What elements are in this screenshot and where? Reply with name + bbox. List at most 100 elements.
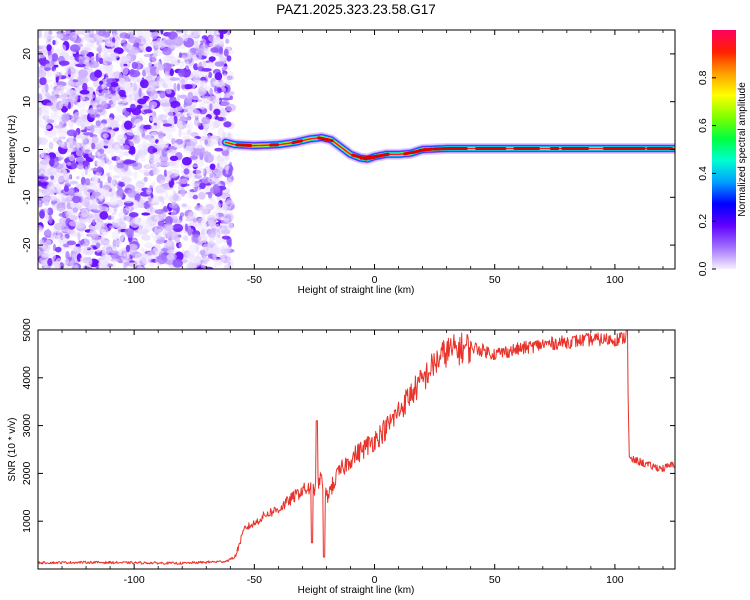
noise-blob (208, 56, 216, 62)
noise-blob (77, 74, 86, 84)
snr-x-label: Height of straight line (km) (298, 585, 415, 596)
colorbar-tick-label: 0.2 (697, 214, 709, 229)
noise-blob (139, 79, 149, 89)
noise-blob (176, 93, 181, 102)
noise-blob (187, 228, 193, 236)
noise-blob (48, 141, 54, 150)
noise-blob (183, 84, 193, 90)
noise-blob (111, 94, 123, 104)
noise-blob (49, 195, 58, 202)
noise-blob (123, 46, 128, 52)
noise-blob (209, 198, 217, 206)
noise-blob (164, 190, 168, 201)
noise-blob (106, 172, 110, 177)
noise-blob (159, 154, 169, 163)
noise-blob (56, 33, 62, 39)
noise-blob (226, 222, 234, 232)
noise-blob (183, 30, 188, 35)
noise-blob (118, 182, 126, 187)
noise-blob (116, 133, 128, 144)
noise-blob (133, 118, 143, 128)
noise-blob (132, 162, 139, 167)
noise-blob (203, 48, 209, 57)
noise-blob (45, 239, 52, 245)
noise-blob (99, 262, 106, 269)
noise-blob (94, 221, 105, 231)
noise-blob (221, 229, 231, 235)
noise-blob (61, 228, 72, 232)
noise-blob (192, 80, 203, 86)
noise-blob (150, 161, 159, 168)
noise-blob (157, 114, 169, 118)
noise-blob (197, 217, 202, 224)
noise-blob (84, 32, 90, 41)
noise-blob (78, 185, 84, 191)
noise-blob (191, 30, 202, 36)
noise-blob (212, 120, 221, 129)
noise-blob (179, 60, 185, 69)
noise-blob (156, 37, 163, 46)
noise-blob (73, 264, 79, 269)
noise-blob (63, 172, 72, 181)
noise-blob (159, 90, 166, 99)
noise-blob (209, 163, 216, 170)
noise-blob (46, 44, 52, 52)
noise-blob (222, 239, 228, 244)
noise-blob (120, 115, 126, 120)
noise-blob (107, 48, 114, 53)
noise-blob (141, 219, 150, 229)
noise-blob (141, 130, 152, 140)
noise-blob (221, 235, 231, 240)
noise-blob (166, 133, 173, 140)
noise-blob (69, 180, 79, 185)
noise-blob (143, 109, 154, 114)
noise-blob (124, 139, 129, 146)
signal-peak-segment (412, 147, 427, 154)
snr-y-axis: 1000 2000 3000 4000 5000 (21, 318, 675, 533)
noise-blob (151, 31, 158, 40)
noise-blob (201, 96, 212, 103)
noise-blob (155, 239, 164, 245)
figure-title: PAZ1.2025.323.23.58.G17 (276, 2, 436, 17)
noise-blob (92, 174, 98, 185)
noise-blob (66, 88, 73, 95)
noise-blob (160, 179, 165, 184)
noise-blob (98, 30, 107, 37)
noise-blob (38, 188, 48, 196)
noise-blob (44, 118, 48, 125)
noise-blob (95, 44, 106, 53)
noise-blob (84, 178, 91, 186)
noise-blob (223, 164, 230, 171)
colorbar-tick-label: 0.0 (697, 262, 709, 277)
noise-blob (173, 142, 179, 148)
noise-blob (132, 232, 142, 238)
noise-blob (228, 210, 234, 215)
noise-blob (134, 252, 144, 262)
signal-peak-segment (291, 139, 304, 145)
noise-blob (156, 254, 168, 265)
noise-blob (83, 132, 94, 136)
noise-blob (226, 177, 232, 188)
noise-blob (197, 99, 202, 103)
noise-blob (183, 109, 194, 117)
noise-blob (95, 159, 106, 166)
noise-blob (92, 219, 96, 226)
noise-blob (76, 101, 86, 109)
noise-blob (124, 176, 130, 183)
noise-blob (185, 99, 193, 103)
noise-blob (181, 156, 192, 166)
noise-blob (216, 162, 220, 169)
noise-blob (62, 233, 66, 242)
noise-blob (111, 231, 119, 240)
noise-blob (226, 55, 232, 62)
noise-blob (149, 152, 155, 162)
spectrogram-x-axis: -100 -50 0 50 100 (37, 30, 664, 286)
noise-blob (87, 204, 95, 211)
noise-blob (46, 228, 50, 237)
spectrogram-y-axis: -20 -10 0 10 20 (21, 48, 675, 253)
noise-blob (84, 166, 88, 176)
noise-blob (212, 250, 217, 260)
noise-blob (101, 83, 107, 88)
noise-blob (174, 169, 180, 177)
noise-blob (74, 30, 86, 35)
